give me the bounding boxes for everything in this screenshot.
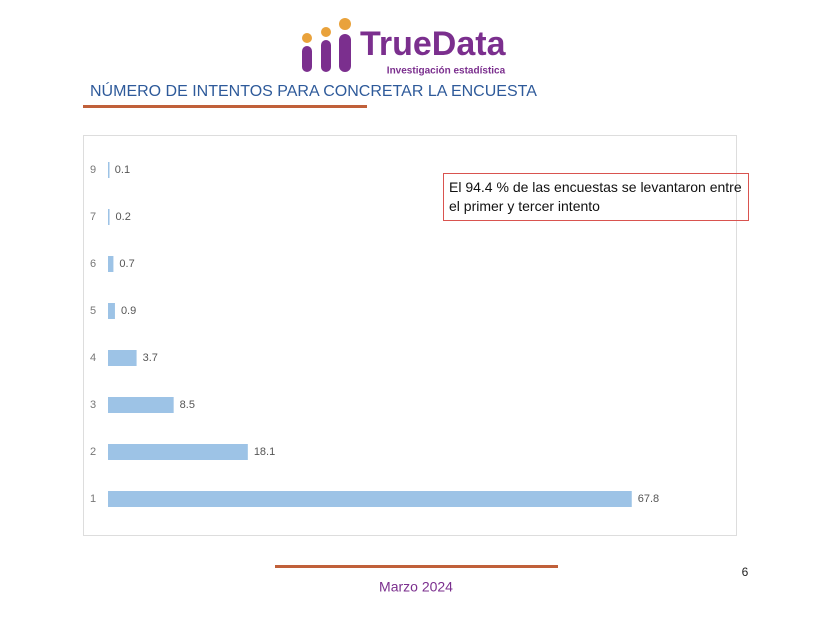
value-label: 18.1	[254, 446, 275, 458]
bar	[108, 444, 248, 460]
bar	[108, 256, 114, 272]
category-label: 6	[90, 258, 96, 270]
logo-tagline: Investigación estadística	[387, 66, 506, 77]
value-label: 3.7	[143, 352, 158, 364]
value-label: 67.8	[638, 493, 659, 505]
annotation: El 94.4 % de las encuestas se levantaron…	[443, 173, 749, 221]
value-label: 0.7	[119, 258, 134, 270]
bar	[108, 162, 110, 178]
value-label: 0.1	[115, 164, 130, 176]
heading: NÚMERO DE INTENTOS PARA CONCRETAR LA ENC…	[90, 81, 537, 100]
logo-icon	[302, 18, 351, 72]
value-label: 0.2	[116, 211, 131, 223]
category-label: 1	[90, 493, 96, 505]
bar	[108, 209, 110, 225]
value-label: 8.5	[180, 399, 195, 411]
logo-name: TrueData	[360, 25, 507, 63]
category-label: 5	[90, 305, 96, 317]
bar	[108, 491, 632, 507]
page-number: 6	[742, 565, 749, 579]
bar	[108, 397, 174, 413]
category-label: 2	[90, 446, 96, 458]
bar	[108, 350, 137, 366]
chart-frame	[83, 135, 737, 536]
category-label: 7	[90, 211, 96, 223]
category-label: 9	[90, 164, 96, 176]
category-label: 4	[90, 352, 96, 364]
category-label: 3	[90, 399, 96, 411]
footer-line	[275, 565, 558, 568]
value-label: 0.9	[121, 305, 136, 317]
footer-date: Marzo 2024	[379, 579, 453, 595]
heading-underline	[83, 105, 367, 108]
bar	[108, 303, 115, 319]
plot: 9 0.1 7 0.2 6 0.7 5 0.9 4 3.7 3 8.5 2 18.1 1 67.8	[90, 162, 659, 507]
